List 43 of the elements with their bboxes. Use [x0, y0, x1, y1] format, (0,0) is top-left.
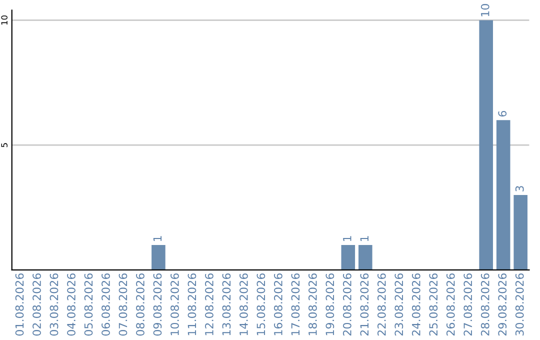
x-tick-label: 18.08.2026 — [308, 273, 317, 336]
x-tick-label: 05.08.2026 — [84, 273, 93, 336]
data-label: 1 — [360, 236, 368, 241]
bar — [152, 244, 166, 270]
x-tick-label: 03.08.2026 — [50, 273, 58, 336]
data-label: 1 — [343, 236, 352, 241]
data-label: 10 — [480, 4, 490, 16]
y-tick-label: 5 — [1, 143, 8, 148]
x-tick-label: 27.08.2026 — [464, 273, 472, 336]
x-tick-label: 20.08.2026 — [342, 273, 352, 336]
x-tick-label: 07.08.2026 — [118, 273, 128, 336]
x-tick-label: 01.08.2026 — [15, 273, 24, 336]
x-tick-label: 10.08.2026 — [170, 273, 179, 336]
x-tick-label: 30.08.2026 — [515, 273, 524, 336]
x-tick-label: 08.08.2026 — [136, 273, 144, 336]
x-tick-label: 23.08.2026 — [394, 273, 404, 336]
x-tick-label: 29.08.2026 — [498, 273, 507, 336]
bar — [496, 120, 510, 270]
bar — [479, 20, 493, 270]
x-tick-label: 13.08.2026 — [222, 273, 231, 336]
x-tick-label: 16.08.2026 — [274, 273, 282, 336]
bar — [514, 195, 528, 270]
x-tick-label: 02.08.2026 — [32, 273, 41, 336]
x-tick-label: 22.08.2026 — [377, 273, 386, 336]
bar — [358, 244, 372, 270]
x-tick-label: 15.08.2026 — [256, 273, 266, 336]
x-tick-label: 21.08.2026 — [360, 273, 369, 336]
x-tick-label: 24.08.2026 — [412, 273, 420, 336]
x-tick-label: 19.08.2026 — [326, 273, 334, 336]
x-tick-label: 25.08.2026 — [429, 273, 438, 336]
x-tick-label: 28.08.2026 — [480, 273, 490, 336]
x-tick-label: 04.08.2026 — [67, 273, 76, 336]
x-tick-label: 12.08.2026 — [205, 273, 214, 336]
data-label: 6 — [498, 110, 507, 117]
data-label: 1 — [153, 236, 162, 241]
x-tick-label: 11.08.2026 — [188, 273, 196, 336]
x-tick-label: 17.08.2026 — [291, 273, 300, 336]
x-tick-label: 26.08.2026 — [446, 273, 455, 336]
x-tick-label: 09.08.2026 — [153, 273, 162, 336]
x-tick-label: 06.08.2026 — [102, 273, 110, 336]
x-tick-label: 14.08.2026 — [239, 273, 248, 336]
data-label: 3 — [515, 186, 524, 192]
bar — [341, 244, 356, 270]
